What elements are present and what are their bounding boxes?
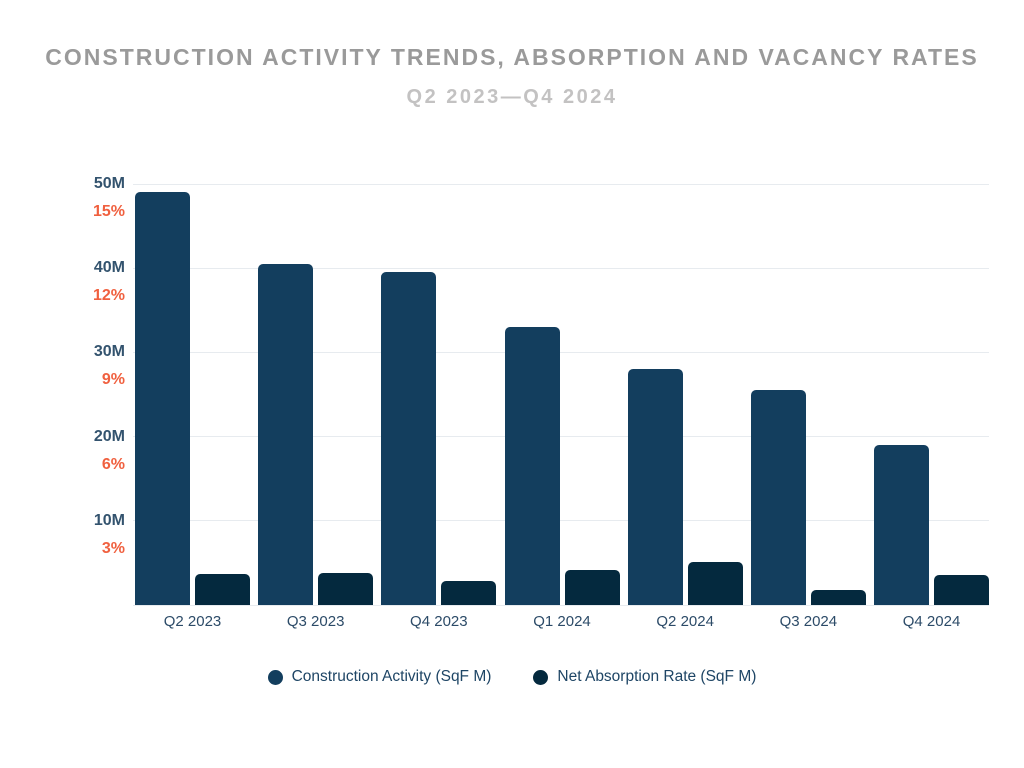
bar-net-absorption-rate-q2-2024 — [687, 562, 743, 605]
bar-construction-activity-q2-2024 — [627, 369, 683, 605]
xtick-q4-2023: Q4 2023 — [410, 613, 468, 630]
xtick-q2-2023: Q2 2023 — [163, 613, 222, 630]
bar-net-absorption-rate-q3-2024 — [810, 589, 866, 605]
chart-legend: Construction Activity (SqF M) Net Absorpt… — [0, 668, 1024, 686]
bar-net-absorption-rate-q4-2024 — [934, 574, 990, 605]
xtick-q3-2023: Q3 2023 — [286, 613, 345, 630]
bar-net-absorption-rate-q1-2024 — [564, 569, 620, 605]
legend-item-construction-activity: Construction Activity (SqF M) — [267, 668, 492, 686]
x-axis-line — [133, 604, 989, 606]
ytick-pct-9: 9% — [101, 371, 125, 389]
bar-construction-activity-q1-2024 — [504, 327, 560, 605]
xtick-q4-2024: Q4 2024 — [902, 613, 961, 630]
ytick-m-50m: 50M — [93, 175, 125, 192]
ytick-pct-12: 12% — [92, 287, 125, 305]
chart-subtitle: Q2 2023—Q4 2024 — [406, 86, 618, 108]
gridline-50m — [133, 183, 989, 185]
xtick-q2-2024: Q2 2024 — [656, 613, 714, 630]
ytick-pct-15: 15% — [92, 203, 125, 220]
ytick-m-10m: 10M — [93, 511, 125, 529]
bar-construction-activity-q3-2023 — [258, 263, 314, 605]
gridline-40m — [133, 267, 989, 269]
legend-label: Construction Activity (SqF M) — [291, 668, 492, 685]
gridline-30m — [133, 351, 989, 353]
bar-construction-activity-q4-2024 — [874, 445, 930, 605]
legend-item-net-absorption-rate: Net Absorption Rate (SqF M) — [533, 668, 756, 686]
chart-title: CONSTRUCTION ACTIVITY TRENDS, ABSORPTION… — [45, 44, 979, 70]
xtick-q1-2024: Q1 2024 — [533, 613, 591, 630]
bar-construction-activity-q2-2023 — [135, 192, 190, 605]
ytick-pct-6: 6% — [101, 455, 125, 473]
gridline-20m — [133, 436, 989, 438]
legend-marker-icon — [533, 669, 549, 685]
bar-construction-activity-q3-2024 — [750, 390, 806, 605]
legend-marker-icon — [267, 669, 283, 685]
bar-net-absorption-rate-q4-2023 — [441, 580, 497, 605]
legend-label: Net Absorption Rate (SqF M) — [557, 668, 757, 685]
ytick-m-30m: 30M — [93, 343, 125, 361]
ytick-pct-3: 3% — [101, 539, 125, 557]
xtick-q3-2024: Q3 2024 — [779, 613, 838, 630]
ytick-m-20m: 20M — [93, 427, 125, 445]
ytick-m-40m: 40M — [93, 259, 125, 277]
bar-net-absorption-rate-q3-2023 — [318, 573, 374, 605]
bar-net-absorption-rate-q2-2023 — [195, 573, 250, 605]
bar-construction-activity-q4-2023 — [381, 272, 437, 605]
gridline-10m — [133, 520, 989, 522]
